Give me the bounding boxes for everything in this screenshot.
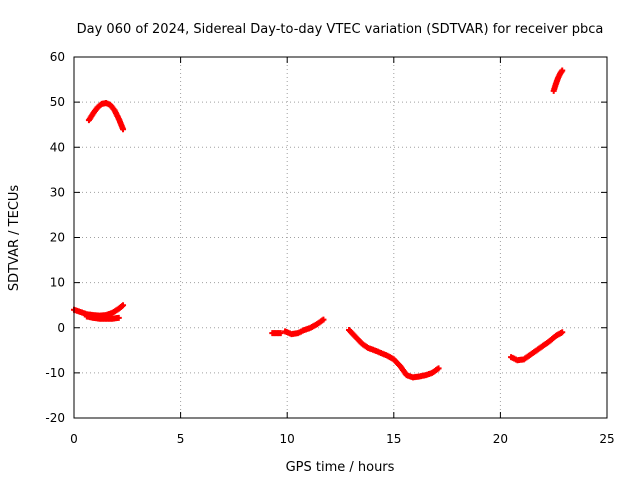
data-point-marker (320, 316, 327, 323)
data-point-marker (559, 329, 566, 336)
y-tick-label: 50 (50, 95, 65, 109)
y-tick-label: 30 (50, 185, 65, 199)
data-series-arc-4 (269, 330, 284, 337)
x-axis-title: GPS time / hours (286, 460, 395, 475)
x-tick-label: 0 (70, 432, 78, 446)
plot-frame (73, 56, 608, 419)
x-tick-label: 10 (280, 432, 295, 446)
data-point-marker (120, 126, 127, 133)
data-point-marker (435, 365, 442, 372)
y-tick-label: 10 (50, 276, 65, 290)
data-series-arc-8 (550, 67, 566, 94)
y-tick-label: 60 (50, 50, 65, 64)
x-tick-label: 5 (177, 432, 185, 446)
x-tick-label: 20 (493, 432, 508, 446)
data-series-arc-5 (282, 316, 327, 338)
data-point-marker (277, 330, 284, 337)
y-tick-label: -20 (45, 411, 65, 425)
y-tick-label: 20 (50, 231, 65, 245)
y-tick-label: 0 (57, 321, 65, 335)
data-series (71, 67, 566, 381)
data-point-marker (115, 314, 122, 321)
y-tick-label: 40 (50, 140, 65, 154)
y-axis-title: SDTVAR / TECUs (7, 185, 22, 292)
data-point-marker (120, 302, 127, 309)
chart-title: Day 060 of 2024, Sidereal Day-to-day VTE… (77, 22, 604, 37)
x-tick-label: 15 (386, 432, 401, 446)
data-series-arc-7 (508, 329, 566, 364)
data-point-marker (559, 67, 566, 74)
x-tick-label: 25 (599, 432, 614, 446)
data-series-arc-6 (346, 327, 442, 381)
data-series-arc-1 (85, 100, 127, 133)
axis-ticks: 0 5 10 15 20 25 -20 -10 0 10 20 30 40 50 60 (45, 50, 614, 446)
y-tick-label: -10 (45, 366, 65, 380)
grid-lines (74, 57, 607, 418)
data-series-arc-3 (83, 313, 122, 322)
